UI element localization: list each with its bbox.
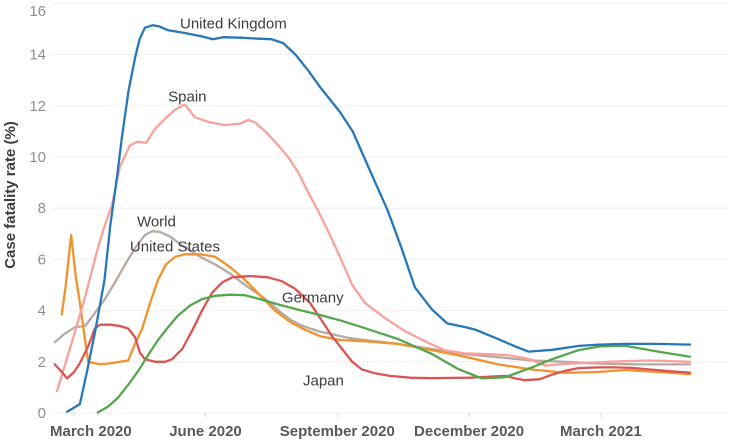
y-tick-label: 10 (29, 149, 46, 166)
y-tick-label: 6 (38, 251, 46, 268)
line-spain (55, 103, 692, 393)
series-label-germany: Germany (282, 290, 344, 307)
series-label-united-kingdom: United Kingdom (180, 15, 287, 32)
line-united-states (60, 233, 692, 376)
line-united-kingdom (65, 24, 692, 413)
series-annotations: United Kingdom Spain World United States Ger… (130, 15, 344, 389)
y-tick-label: 2 (38, 354, 46, 371)
y-tick-label: 16 (29, 3, 46, 20)
y-tick-label: 14 (29, 47, 46, 64)
gridlines (51, 2, 729, 414)
line-japan (53, 274, 692, 382)
x-tick-label-march-2021: March 2021 (560, 423, 642, 440)
x-tick-label-june-2020: June 2020 (169, 423, 242, 440)
series-label-united-states: United States (130, 239, 220, 256)
y-tick-label: 8 (38, 200, 46, 217)
series-label-world: World (137, 214, 176, 231)
series-label-japan: Japan (303, 373, 344, 390)
y-tick-label: 4 (38, 303, 46, 320)
y-axis-title: Case fatality rate (%) (2, 121, 19, 269)
line-germany (96, 293, 692, 414)
x-axis-labels: March 2020 June 2020 September 2020 Decembe… (50, 413, 642, 440)
x-tick-label-december-2020: December 2020 (414, 423, 524, 440)
series-lines (53, 24, 692, 414)
y-tick-label: 0 (38, 405, 46, 422)
x-tick-label-march-2020: March 2020 (50, 423, 132, 440)
series-label-spain: Spain (168, 88, 206, 105)
y-tick-label: 12 (29, 98, 46, 115)
x-tick-label-september-2020: September 2020 (280, 423, 395, 440)
y-axis-labels: 0 2 4 6 8 10 12 14 16 (29, 3, 46, 422)
